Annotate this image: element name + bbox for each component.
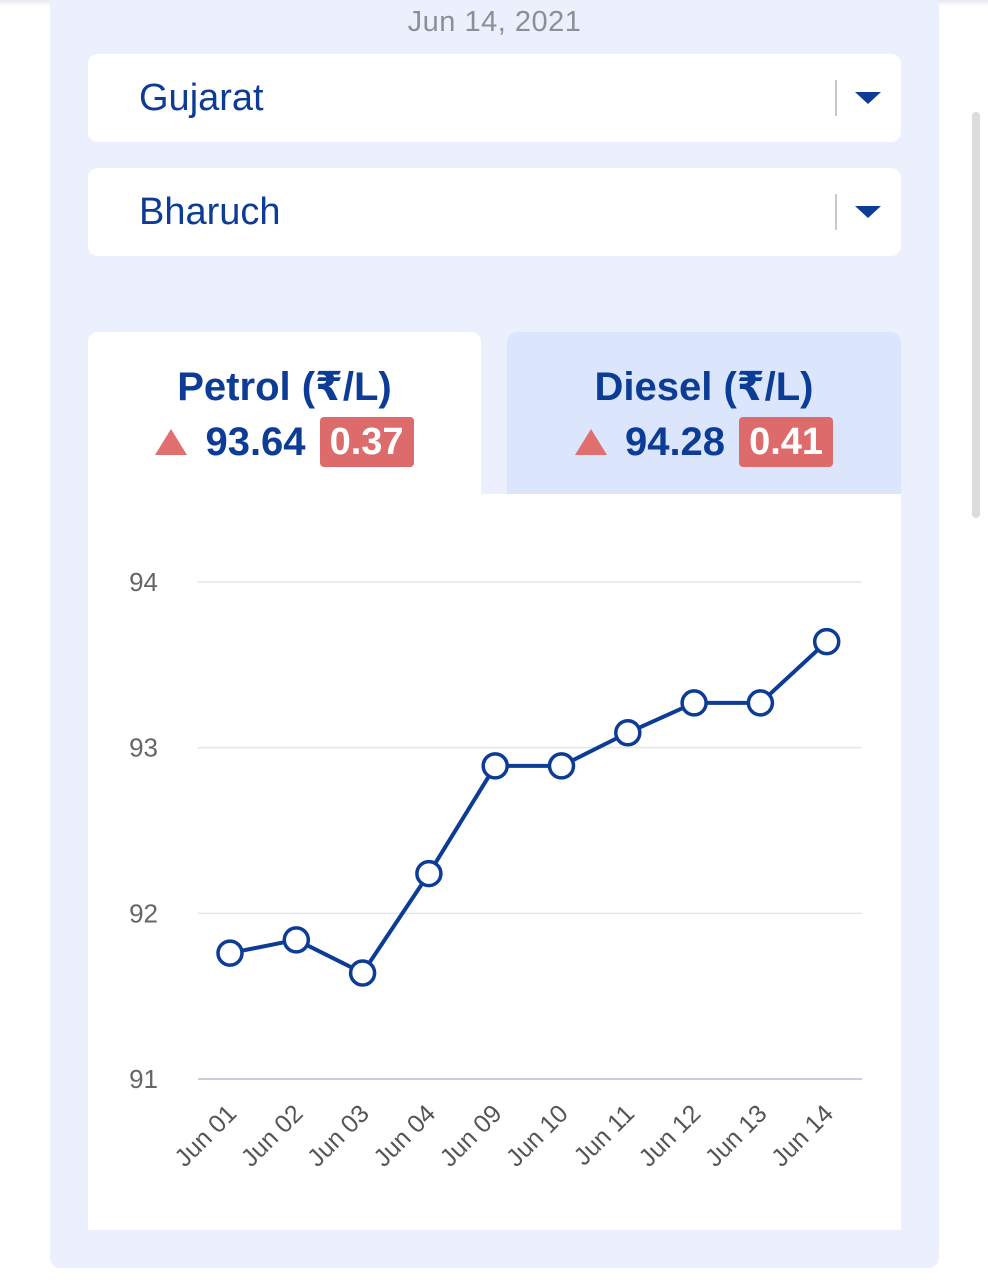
tab-diesel-title: Diesel (₹/L): [594, 365, 814, 409]
state-select[interactable]: Gujarat: [88, 54, 901, 142]
fuel-price-panel: Jun 14, 2021 Gujarat Bharuch Petrol (₹/L…: [50, 0, 939, 1268]
data-point: [680, 689, 708, 717]
y-tick-label: 91: [129, 1064, 158, 1094]
x-tick-label: Jun 11: [568, 1099, 640, 1171]
diesel-change-badge: 0.41: [739, 417, 834, 467]
city-select-value: Bharuch: [139, 191, 281, 233]
petrol-price: 93.64: [205, 419, 306, 464]
city-select-divider: [835, 194, 837, 230]
tab-diesel[interactable]: Diesel (₹/L) 94.28 0.41: [507, 332, 901, 494]
y-tick-label: 93: [129, 733, 158, 763]
x-tick-label: Jun 04: [368, 1099, 441, 1172]
price-chart-container: 91 92 93 94 Jun 01 Jun 02 Jun 03 Jun 04 Jun 09 Ju…: [88, 494, 901, 1230]
state-select-divider: [835, 80, 837, 116]
data-point: [547, 752, 576, 780]
data-point: [481, 752, 509, 780]
x-tick-label: Jun 10: [501, 1099, 574, 1172]
data-point: [348, 959, 377, 987]
x-tick-label: Jun 09: [435, 1099, 508, 1172]
x-tick-label: Jun 01: [169, 1099, 242, 1172]
series-line: [229, 640, 829, 975]
data-point: [812, 627, 841, 656]
state-select-value: Gujarat: [139, 77, 264, 119]
y-tick-label: 92: [129, 898, 158, 928]
trend-up-icon: [574, 429, 607, 455]
chevron-down-icon[interactable]: [855, 92, 881, 104]
data-point: [415, 859, 443, 888]
city-select[interactable]: Bharuch: [88, 168, 901, 256]
x-tick-label: Jun 14: [766, 1099, 839, 1172]
trend-up-icon: [155, 429, 188, 455]
data-point: [614, 719, 642, 747]
chevron-down-icon[interactable]: [855, 206, 881, 218]
x-tick-label: Jun 02: [236, 1099, 309, 1172]
diesel-price: 94.28: [624, 419, 726, 464]
scrollbar[interactable]: [972, 112, 980, 518]
data-point: [746, 689, 775, 717]
tab-petrol-title: Petrol (₹/L): [177, 365, 392, 409]
y-tick-label: 94: [129, 567, 158, 597]
x-tick-label: Jun 12: [633, 1099, 706, 1172]
petrol-change-badge: 0.37: [319, 417, 414, 467]
data-point: [216, 939, 244, 967]
tab-petrol[interactable]: Petrol (₹/L) 93.64 0.37: [88, 332, 481, 494]
price-date: Jun 14, 2021: [407, 6, 582, 38]
x-tick-label: Jun 13: [700, 1099, 773, 1172]
x-tick-label: Jun 03: [302, 1099, 375, 1172]
data-point: [282, 926, 311, 954]
